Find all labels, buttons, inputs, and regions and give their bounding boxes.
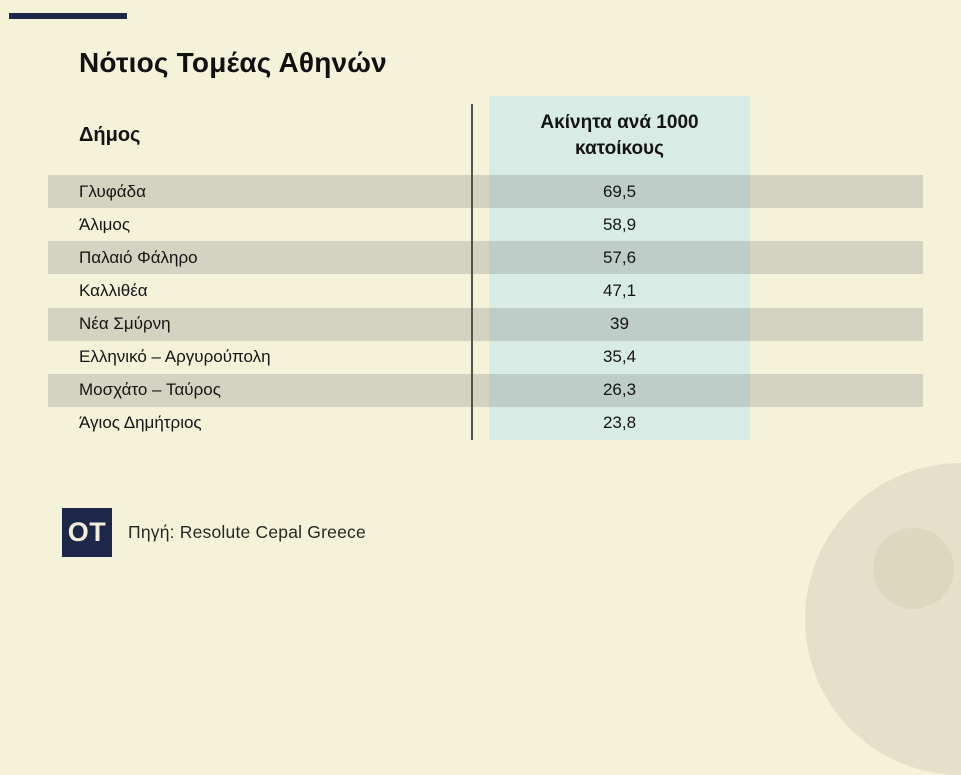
table-row: Μοσχάτο – Ταύρος 26,3 — [48, 373, 923, 407]
column-header-municipality: Δήμος — [79, 124, 141, 146]
row-value: 35,4 — [489, 340, 750, 374]
row-label: Ελληνικό – Αργυρούπολη — [79, 347, 271, 367]
row-value: 47,1 — [489, 274, 750, 308]
column-divider-line — [471, 104, 473, 440]
table-header-row: Δήμος Ακίνητα ανά 1000 κατοίκους — [48, 96, 923, 175]
row-value: 26,3 — [489, 373, 750, 407]
infographic-canvas: { "colors": { "bg": "#f5f2da", "stripe":… — [9, 13, 961, 775]
table-row: Άλιμος 58,9 — [48, 208, 923, 242]
table-row: Ελληνικό – Αργυρούπολη 35,4 — [48, 340, 923, 374]
row-value: 58,9 — [489, 208, 750, 242]
decorative-circle-inner — [873, 528, 954, 609]
ot-logo: OT — [62, 508, 112, 557]
row-label: Νέα Σμύρνη — [79, 314, 171, 334]
table-row: Παλαιό Φάληρο 57,6 — [48, 241, 923, 275]
row-label: Παλαιό Φάληρο — [79, 247, 198, 267]
table-row: Γλυφάδα 69,5 — [48, 175, 923, 209]
accent-top-bar — [9, 13, 127, 19]
table-row: Καλλιθέα 47,1 — [48, 274, 923, 308]
decorative-circle-outer — [805, 463, 961, 775]
municipality-table: Δήμος Ακίνητα ανά 1000 κατοίκους Γλυφάδα… — [48, 96, 923, 440]
table-row: Άγιος Δημήτριος 23,8 — [48, 406, 923, 440]
row-label: Καλλιθέα — [79, 280, 148, 300]
page-title: Νότιος Τομέας Αθηνών — [79, 47, 387, 78]
row-value: 23,8 — [489, 406, 750, 440]
table-row: Νέα Σμύρνη 39 — [48, 307, 923, 341]
source-attribution: Πηγή: Resolute Cepal Greece — [128, 522, 366, 542]
row-label: Γλυφάδα — [79, 181, 146, 201]
column-header-properties-label: Ακίνητα ανά 1000 κατοίκους — [540, 111, 699, 159]
row-value: 39 — [489, 307, 750, 341]
row-value: 57,6 — [489, 241, 750, 275]
row-label: Άγιος Δημήτριος — [79, 413, 202, 433]
row-label: Μοσχάτο – Ταύρος — [79, 380, 221, 400]
table-body: Γλυφάδα 69,5 Άλιμος 58,9 Παλαιό Φάληρο 5… — [48, 175, 923, 440]
column-header-properties: Ακίνητα ανά 1000 κατοίκους — [489, 96, 750, 175]
row-value: 69,5 — [489, 175, 750, 209]
row-label: Άλιμος — [79, 214, 131, 234]
